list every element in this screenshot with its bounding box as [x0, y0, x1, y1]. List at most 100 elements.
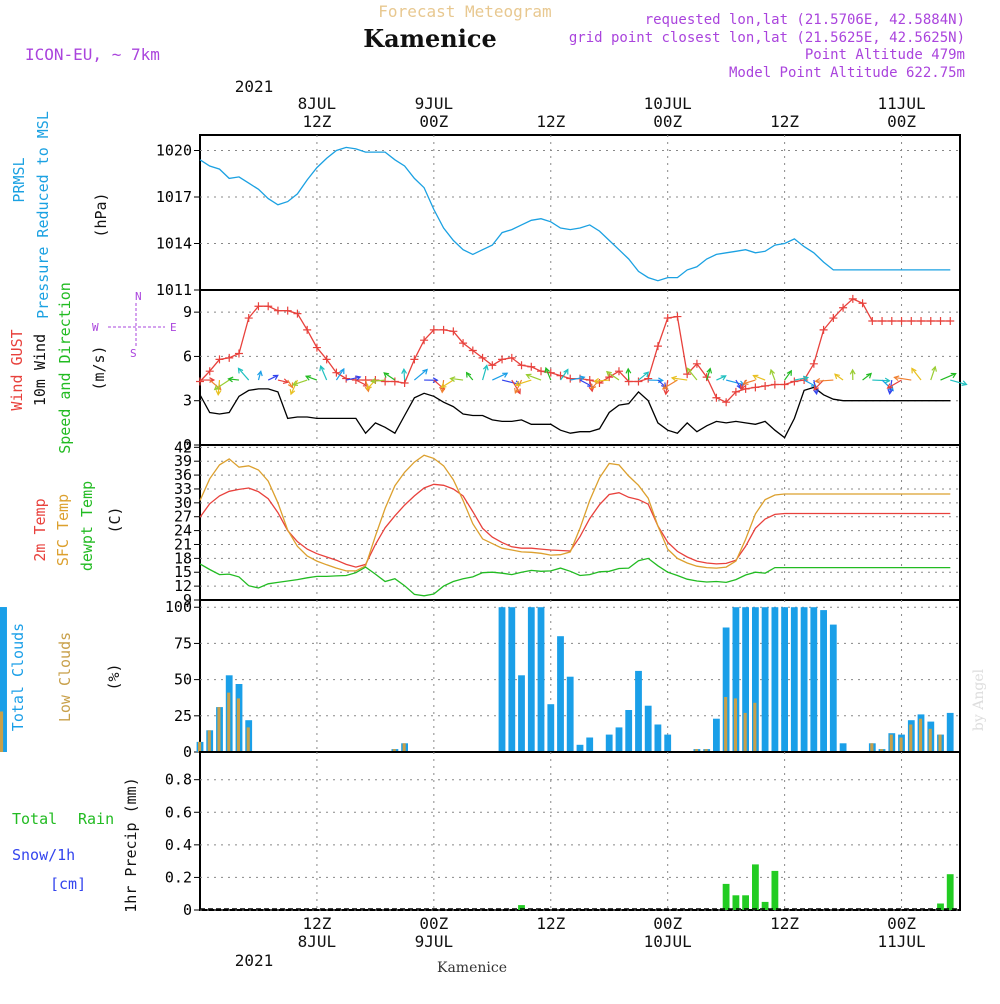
- top-hour-label: 12Z: [302, 112, 331, 131]
- panel-frame: [200, 135, 960, 290]
- y-tick-label: 6: [183, 347, 192, 365]
- top-hour-label: 12Z: [770, 112, 799, 131]
- low-cloud-bar: [724, 697, 727, 752]
- wind-10m-label: 10m Wind: [31, 334, 49, 406]
- temp-dew-label: dewpt Temp: [78, 481, 96, 571]
- low-cloud-bar: [403, 743, 406, 752]
- model-label: ICON-EU, ~ 7km: [25, 45, 160, 64]
- top-date-label: 8JUL: [298, 94, 337, 113]
- top-hour-label: 00Z: [653, 112, 682, 131]
- low-cloud-bar: [198, 742, 201, 752]
- y-tick-label: 9: [183, 303, 192, 321]
- y-tick-label: 100: [165, 598, 192, 616]
- model-altitude: Model Point Altitude 622.75m: [729, 65, 965, 81]
- temp-sfc-label: SFC Temp: [54, 494, 72, 566]
- total-cloud-bar: [772, 607, 779, 752]
- total-cloud-bar: [762, 607, 769, 752]
- total-cloud-bar: [577, 745, 584, 752]
- wind-unit: (m/s): [90, 345, 108, 390]
- low-cloud-bar: [734, 698, 737, 752]
- total-cloud-bar: [791, 607, 798, 752]
- y-tick-label: 42: [174, 438, 192, 456]
- low-cloud-bar: [208, 730, 211, 752]
- cloud-unit: (%): [105, 663, 123, 690]
- low-clouds-label: Low Clouds: [56, 632, 74, 722]
- prmsl-label: PRMSL: [10, 157, 28, 202]
- total-cloud-bar: [830, 625, 837, 752]
- rain-bar: [723, 884, 730, 910]
- y-tick-label: 0.8: [165, 771, 192, 789]
- bottom-date-label: 11JUL: [877, 932, 925, 951]
- wind-gust-label: Wind GUST: [8, 329, 26, 410]
- low-cloud-bar: [753, 703, 756, 752]
- bottom-year: 2021: [235, 951, 274, 970]
- low-cloud-bar: [227, 693, 230, 752]
- precip-unit: 1hr Precip (mm): [122, 777, 140, 912]
- low-cloud-bar: [237, 698, 240, 752]
- total-cloud-bar: [947, 713, 954, 752]
- y-tick-label: 75: [174, 634, 192, 652]
- y-tick-label: 25: [174, 707, 192, 725]
- low-cloud-bar: [870, 743, 873, 752]
- y-tick-label: 50: [174, 671, 192, 689]
- total-cloud-bar: [528, 607, 535, 752]
- precip-labels: Total Rain Snow/1h [cm] 1hr Precip (mm): [12, 777, 140, 912]
- low-cloud-bar: [909, 725, 912, 753]
- grid-coords: grid point closest lon,lat (21.5625E, 42…: [569, 30, 965, 46]
- y-tick-label: 0: [183, 743, 192, 761]
- bottom-hour-label: 12Z: [770, 914, 799, 933]
- total-cloud-bar: [840, 743, 847, 752]
- rain-bar: [733, 895, 740, 910]
- low-cloud-bar: [744, 713, 747, 752]
- top-hour-label: 00Z: [887, 112, 916, 131]
- total-cloud-bar: [499, 607, 506, 752]
- total-cloud-bar: [518, 675, 525, 752]
- total-cloud-bar: [616, 727, 623, 752]
- total-cloud-bar: [625, 710, 632, 752]
- compass-s: S: [130, 347, 137, 360]
- y-tick-label: 0.4: [165, 836, 192, 854]
- compass-e: E: [170, 321, 177, 334]
- total-cloud-bar: [655, 725, 662, 753]
- cloud-labels: Total Clouds Low Clouds (%): [9, 623, 123, 731]
- low-cloud-bar: [929, 729, 932, 752]
- precip-cm-label: [cm]: [50, 875, 86, 893]
- total-cloud-bar: [508, 607, 515, 752]
- watermark: by Angel: [971, 668, 987, 731]
- bottom-hour-label: 00Z: [887, 914, 916, 933]
- low-cloud-bar: [939, 735, 942, 752]
- bottom-hour-label: 00Z: [419, 914, 448, 933]
- total-cloud-bar: [538, 607, 545, 752]
- low-cloud-bar: [919, 719, 922, 752]
- precip-snow-label: Snow/1h: [12, 846, 75, 864]
- compass-n: N: [135, 290, 142, 303]
- rain-bar: [742, 895, 749, 910]
- y-tick-label: 1017: [156, 188, 192, 206]
- precip-rain-label: Rain: [78, 810, 114, 828]
- top-date-label: 10JUL: [644, 94, 692, 113]
- total-cloud-bar: [810, 607, 817, 752]
- compass-w: W: [92, 321, 99, 334]
- precip-total-label: Total: [12, 810, 57, 828]
- bottom-hour-label: 12Z: [302, 914, 331, 933]
- y-tick-label: 0: [183, 901, 192, 919]
- point-altitude: Point Altitude 479m: [805, 47, 965, 63]
- y-tick-label: 1014: [156, 235, 192, 253]
- forecast-meteogram-label: Forecast Meteogram: [378, 2, 551, 21]
- total-cloud-bar: [820, 610, 827, 752]
- low-cloud-bar: [900, 738, 903, 753]
- y-tick-label: 1011: [156, 281, 192, 299]
- total-cloud-bar: [606, 735, 613, 752]
- total-cloud-bar: [664, 735, 671, 752]
- pressure-msl-label: Pressure Reduced to MSL: [34, 111, 52, 319]
- top-hour-label: 00Z: [419, 112, 448, 131]
- footer-location: Kamenice: [437, 960, 507, 976]
- requested-coords: requested lon,lat (21.5706E, 42.5884N): [645, 12, 965, 28]
- location-title: Kamenice: [363, 24, 497, 53]
- total-cloud-bar: [645, 706, 652, 752]
- total-cloud-bar: [547, 704, 554, 752]
